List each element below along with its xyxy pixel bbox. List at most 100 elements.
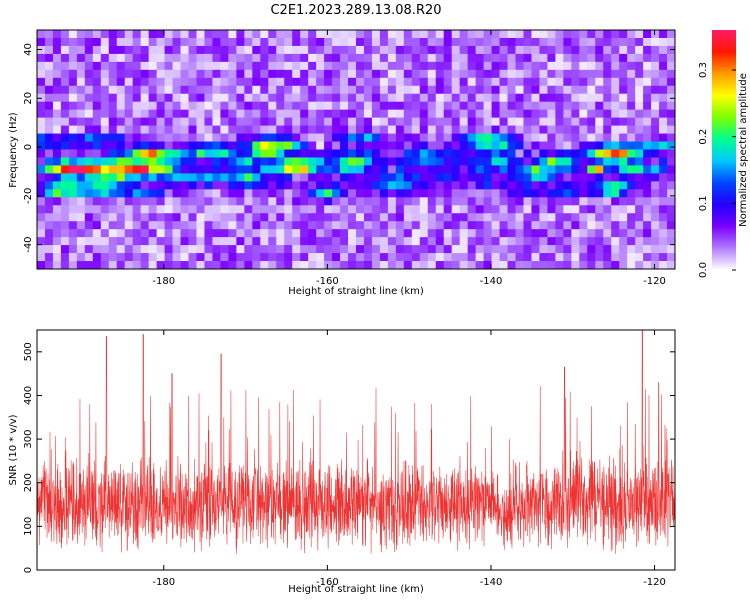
heatmap-cell — [268, 53, 277, 63]
heatmap-cell — [483, 45, 492, 55]
heatmap-cell — [316, 189, 325, 198]
heatmap-cell — [244, 149, 253, 158]
heatmap-cell — [164, 133, 173, 142]
heatmap-cell — [92, 37, 102, 47]
heatmap-cell — [156, 245, 166, 254]
heatmap-cell — [292, 181, 301, 190]
heatmap-cell — [531, 213, 540, 222]
heatmap-cell — [395, 77, 405, 87]
heatmap-cell — [228, 189, 237, 198]
heatmap-cell — [419, 261, 429, 270]
heatmap-cell — [116, 69, 126, 79]
heatmap-cell — [164, 77, 173, 87]
heatmap-cell — [555, 197, 564, 206]
heatmap-cell — [539, 165, 548, 174]
heatmap-cell — [547, 61, 556, 71]
heatmap-cell — [411, 30, 421, 39]
heatmap-cell — [507, 117, 516, 126]
heatmap-cell — [595, 253, 604, 262]
heatmap-cell — [228, 61, 237, 71]
heatmap-cell — [419, 237, 429, 246]
heatmap-cell — [260, 93, 269, 103]
heatmap-cell — [124, 189, 134, 198]
heatmap-cell — [579, 53, 588, 63]
heatmap-cell — [260, 221, 269, 230]
heatmap-cell — [643, 30, 652, 39]
heatmap-cell — [579, 261, 588, 270]
heatmap-cell — [220, 197, 229, 206]
heatmap-cell — [555, 37, 564, 47]
heatmap-cell — [212, 53, 221, 63]
heatmap-cell — [395, 253, 405, 262]
heatmap-cell — [491, 109, 500, 119]
heatmap-cell — [467, 181, 477, 190]
heatmap-cell — [180, 181, 189, 190]
heatmap-cell — [92, 141, 102, 150]
heatmap-cell — [252, 133, 261, 142]
heatmap-cell — [531, 117, 540, 126]
heatmap-cell — [92, 189, 102, 198]
heatmap-cell — [84, 149, 94, 158]
heatmap-cell — [308, 181, 317, 190]
heatmap-cell — [427, 149, 437, 158]
heatmap-cell — [308, 221, 317, 230]
heatmap-cells — [37, 30, 676, 270]
heatmap-cell — [188, 157, 197, 166]
heatmap-cell — [499, 125, 508, 134]
heatmap-cell — [491, 61, 500, 71]
heatmap-cell — [635, 245, 644, 254]
heatmap-cell — [44, 197, 54, 206]
heatmap-cell — [459, 93, 469, 103]
heatmap-cell — [387, 53, 397, 63]
heatmap-cell — [371, 149, 381, 158]
heatmap-cell — [435, 165, 445, 174]
heatmap-cell — [260, 253, 269, 262]
heatmap-cell — [451, 229, 461, 238]
heatmap-cell — [387, 149, 397, 158]
heatmap-cell — [547, 149, 556, 158]
heatmap-cell — [52, 77, 62, 87]
heatmap-cell — [180, 205, 189, 214]
heatmap-cell — [308, 165, 317, 174]
heatmap-cell — [156, 53, 166, 63]
y-tick-label: 200 — [23, 473, 34, 492]
heatmap-cell — [116, 229, 126, 238]
heatmap-cell — [332, 237, 341, 246]
heatmap-cell — [627, 189, 636, 198]
heatmap-cell — [667, 85, 676, 95]
heatmap-cell — [595, 149, 604, 158]
heatmap-cell — [44, 229, 54, 238]
heatmap-cell — [603, 189, 612, 198]
heatmap-cell — [523, 157, 532, 166]
heatmap-cell — [515, 165, 524, 174]
heatmap-cell — [435, 133, 445, 142]
heatmap-cell — [300, 61, 309, 71]
heatmap-cell — [348, 237, 357, 246]
heatmap-cell — [348, 213, 357, 222]
heatmap-cell — [547, 157, 556, 166]
heatmap-cell — [555, 149, 564, 158]
heatmap-cell — [236, 109, 245, 119]
heatmap-cell — [459, 85, 469, 95]
heatmap-cell — [523, 109, 532, 119]
heatmap-cell — [371, 45, 381, 55]
heatmap-cell — [411, 133, 421, 142]
heatmap-cell — [635, 173, 644, 182]
heatmap-cell — [220, 213, 229, 222]
heatmap-cell — [363, 253, 373, 262]
heatmap-cell — [108, 189, 118, 198]
heatmap-cell — [332, 61, 341, 71]
heatmap-cell — [595, 189, 604, 198]
heatmap-cell — [316, 197, 325, 206]
heatmap-cell — [579, 85, 588, 95]
heatmap-cell — [292, 45, 301, 55]
heatmap-cell — [499, 85, 508, 95]
heatmap-cell — [411, 93, 421, 103]
heatmap-cell — [363, 189, 373, 198]
heatmap-cell — [395, 53, 405, 63]
heatmap-cell — [204, 109, 213, 119]
heatmap-cell — [539, 77, 548, 87]
heatmap-cell — [124, 165, 134, 174]
heatmap-cell — [332, 229, 341, 238]
heatmap-cell — [92, 45, 102, 55]
